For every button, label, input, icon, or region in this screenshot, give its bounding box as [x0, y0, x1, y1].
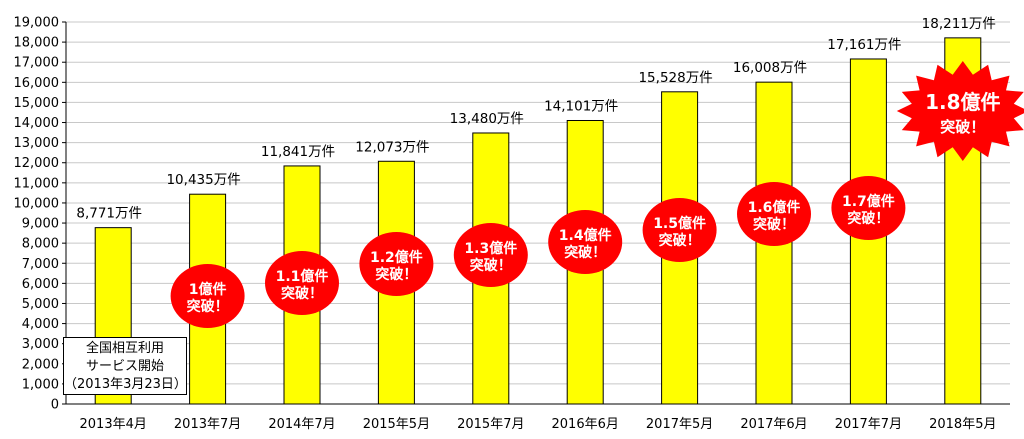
y-tick-label: 6,000 [22, 277, 59, 292]
oval-shape [265, 251, 339, 315]
y-tick-label: 3,000 [22, 337, 59, 352]
oval-shape [642, 198, 717, 262]
y-tick-label: 15,000 [14, 96, 60, 111]
y-tick-label: 0 [51, 398, 59, 413]
oval-shape [548, 210, 623, 274]
y-tick-label: 10,000 [14, 196, 60, 211]
x-tick-label: 2017年6月 [740, 417, 807, 432]
data-label: 16,008万件 [733, 60, 807, 76]
x-axis-labels: 2013年4月 2013年7月 2014年7月 2015年5月 2015年7月 2016年… [80, 417, 997, 432]
x-tick-label: 2014年7月 [268, 417, 335, 432]
oval-shape [170, 264, 245, 328]
milestone-line-1: 1.5億件 [653, 215, 706, 232]
data-label: 8,771万件 [76, 206, 142, 222]
milestone-line-2: 突破！ [281, 285, 323, 302]
milestone-line-1: 1.7億件 [842, 193, 895, 210]
x-tick-label: 2018年5月 [929, 417, 996, 432]
y-tick-label: 14,000 [14, 116, 60, 131]
milestone-line-2: 突破！ [940, 118, 985, 136]
y-tick-label: 2,000 [22, 357, 59, 372]
milestone-line-2: 突破！ [753, 216, 795, 233]
y-tick-label: 11,000 [14, 176, 60, 191]
x-tick-label: 2015年7月 [457, 417, 524, 432]
data-label: 17,161万件 [827, 37, 901, 53]
note-line-1: 全国相互利用 [85, 341, 164, 356]
y-axis-ticks: 0 1,000 2,000 3,000 4,000 5,000 6,000 7,000 8,00… [14, 16, 60, 413]
milestone-line-1: 1.6億件 [748, 199, 801, 216]
data-label: 13,480万件 [450, 111, 524, 127]
x-tick-label: 2017年5月 [646, 417, 713, 432]
y-tick-label: 8,000 [22, 237, 59, 252]
x-tick-label: 2015年5月 [363, 417, 430, 432]
oval-shape [737, 182, 811, 246]
oval-shape [453, 223, 528, 287]
x-tick-label: 2017年7月 [835, 417, 902, 432]
y-tick-label: 16,000 [14, 76, 60, 91]
data-label: 15,528万件 [638, 70, 712, 86]
milestone-line-2: 突破！ [847, 210, 889, 227]
milestone-line-2: 突破！ [564, 244, 606, 261]
data-labels: 8,771万件 10,435万件 11,841万件 12,073万件 13,480万件 1… [76, 16, 996, 222]
milestone-line-2: 突破！ [659, 232, 701, 249]
y-tick-label: 9,000 [22, 217, 59, 232]
oval-shape [359, 232, 434, 296]
y-tick-label: 5,000 [22, 297, 59, 312]
data-label: 18,211万件 [922, 16, 996, 32]
service-start-note: 全国相互利用 サービス開始 （2013年3月23日） [63, 337, 187, 395]
oval-shape [831, 176, 906, 240]
milestone-line-2: 突破！ [187, 298, 229, 315]
milestone-line-1: 1.3億件 [464, 240, 517, 257]
milestone-line-1: 1.8億件 [925, 90, 1000, 114]
x-tick-label: 2016年6月 [552, 417, 619, 432]
note-line-3: （2013年3月23日） [64, 377, 187, 392]
y-tick-label: 12,000 [14, 156, 60, 171]
y-tick-label: 17,000 [14, 56, 60, 71]
data-label: 14,101万件 [544, 98, 618, 114]
x-tick-label: 2013年4月 [80, 417, 147, 432]
note-line-2: サービス開始 [85, 359, 164, 374]
milestone-line-1: 1億件 [189, 281, 227, 298]
milestone-line-2: 突破！ [375, 266, 417, 283]
y-tick-label: 19,000 [14, 16, 60, 31]
milestone-line-2: 突破！ [470, 257, 512, 274]
y-tick-label: 13,000 [14, 136, 60, 151]
milestone-badges: 1億件突破！1.1億件突破！1.2億件突破！1.3億件突破！1.4億件突破！1.… [170, 61, 1024, 328]
milestone-line-1: 1.2億件 [370, 249, 423, 266]
milestone-line-1: 1.1億件 [276, 268, 329, 285]
y-tick-label: 1,000 [22, 377, 59, 392]
data-label: 10,435万件 [166, 172, 240, 188]
x-tick-label: 2013年7月 [174, 417, 241, 432]
y-tick-label: 4,000 [22, 317, 59, 332]
milestone-line-1: 1.4億件 [559, 227, 612, 244]
y-tick-label: 18,000 [14, 36, 60, 51]
burst-shape [896, 61, 1024, 161]
data-label: 11,841万件 [261, 144, 335, 160]
y-tick-label: 7,000 [22, 257, 59, 272]
data-label: 12,073万件 [355, 139, 429, 155]
